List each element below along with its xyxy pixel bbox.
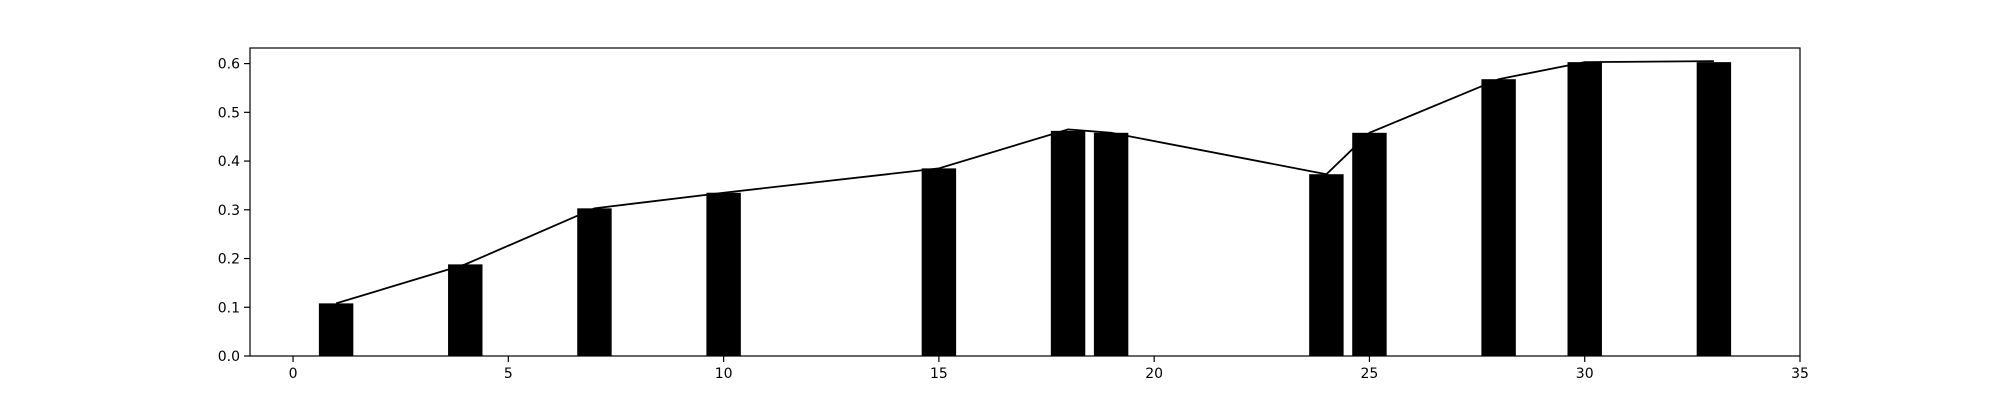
bar-4	[921, 168, 957, 356]
y-tick-label-6: 0.6	[218, 57, 240, 73]
bar-8	[1352, 132, 1387, 356]
y-tick-label-3: 0.3	[218, 203, 240, 219]
bar-11	[1696, 62, 1732, 357]
y-tick-label-1: 0.1	[218, 300, 240, 316]
x-tick-label-0: 0	[289, 366, 298, 382]
x-tick-label-4: 20	[1145, 366, 1163, 382]
y-tick-label-5: 0.5	[218, 105, 240, 121]
y-axis: 0.0 0.1 0.2 0.3 0.4 0.5 0.6	[218, 57, 250, 365]
line-layer	[335, 60, 1714, 305]
bar-10	[1567, 62, 1602, 357]
bar-1	[448, 264, 483, 356]
bars-layer	[318, 62, 1732, 357]
y-tick-label-0: 0.0	[218, 349, 240, 365]
plot-area	[250, 48, 1800, 356]
bar-3	[706, 192, 741, 356]
series-line	[335, 60, 1714, 305]
plot-frame	[249, 47, 1801, 357]
bar-7	[1309, 174, 1344, 356]
x-tick-label-5: 25	[1361, 366, 1379, 382]
bar-0	[318, 303, 354, 356]
x-tick-label-3: 15	[930, 366, 948, 382]
bar-2	[577, 208, 612, 356]
x-tick-label-1: 5	[504, 366, 513, 382]
bar-5	[1050, 130, 1086, 356]
bar-9	[1481, 79, 1516, 356]
y-tick-label-4: 0.4	[218, 154, 240, 170]
y-tick-label-2: 0.2	[218, 252, 240, 268]
x-tick-label-2: 10	[715, 366, 733, 382]
x-tick-label-7: 35	[1791, 366, 1809, 382]
x-tick-label-6: 30	[1576, 366, 1594, 382]
x-axis: 0 5 10 15 20 25 30 35	[289, 356, 1809, 382]
bar-6	[1093, 132, 1129, 356]
